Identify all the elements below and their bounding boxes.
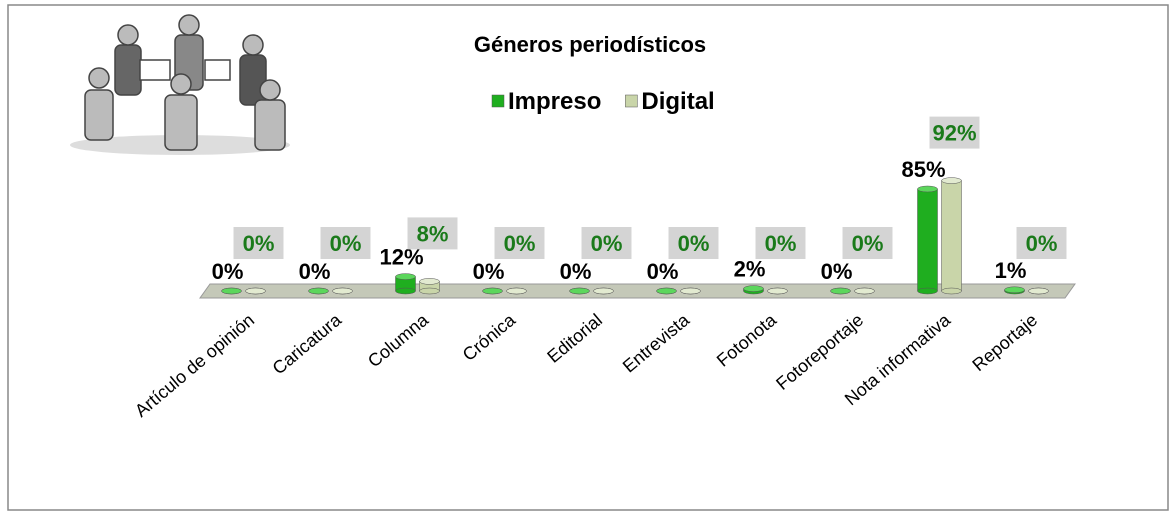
chart-title: Géneros periodísticos — [474, 32, 706, 57]
bar-top — [245, 287, 266, 295]
value-label-bg — [494, 227, 545, 259]
bar — [593, 287, 614, 295]
bar-body — [941, 180, 962, 292]
bar — [680, 287, 701, 295]
legend-label: Digital — [641, 88, 714, 115]
value-label-bg — [407, 217, 458, 250]
bar-top — [332, 287, 353, 295]
legend-label: Impreso — [508, 88, 601, 115]
value-label: 0% — [299, 259, 331, 284]
bar — [419, 278, 440, 295]
bar — [743, 285, 764, 295]
value-label: 1% — [995, 258, 1027, 283]
bar-bottom — [941, 287, 962, 295]
bar — [506, 287, 527, 295]
value-label-bg — [929, 116, 980, 149]
value-label-bg — [668, 227, 719, 259]
value-label: 0% — [591, 231, 623, 256]
bar — [395, 273, 416, 295]
value-label: 0% — [852, 231, 884, 256]
value-label: 0% — [821, 259, 853, 284]
bar-top — [1028, 287, 1049, 295]
value-label: 0% — [560, 259, 592, 284]
value-label: 0% — [212, 259, 244, 284]
bar-top — [395, 273, 416, 280]
value-label: 0% — [473, 259, 505, 284]
value-label-bg — [842, 227, 893, 259]
value-label-bg — [233, 227, 284, 259]
legend-swatch — [491, 94, 505, 108]
value-label: 2% — [734, 257, 766, 282]
value-label: 0% — [765, 231, 797, 256]
value-label: 0% — [647, 259, 679, 284]
bar — [830, 287, 851, 295]
bar — [221, 287, 242, 295]
value-label-bg — [1016, 227, 1067, 259]
value-label: 92% — [932, 121, 976, 146]
value-label: 0% — [1026, 231, 1058, 256]
bar-top — [830, 287, 851, 295]
value-label: 0% — [678, 231, 710, 256]
bar-top — [941, 177, 962, 184]
bar-top — [221, 287, 242, 295]
value-label: 8% — [417, 221, 449, 246]
bar-top — [308, 287, 329, 295]
bar-bottom — [395, 287, 416, 295]
bar — [332, 287, 353, 295]
bar — [656, 287, 677, 295]
bar-bottom — [419, 287, 440, 295]
value-label-bg — [581, 227, 632, 259]
clipart — [70, 14, 290, 155]
value-label-bg — [320, 227, 371, 259]
bar-top — [656, 287, 677, 295]
bar-top — [419, 278, 440, 285]
bar — [245, 287, 266, 295]
value-label: 0% — [504, 231, 536, 256]
bar — [1004, 286, 1025, 295]
bar — [941, 177, 962, 295]
value-label: 0% — [330, 231, 362, 256]
bar-top — [1004, 286, 1025, 294]
legend-swatch — [625, 94, 638, 108]
bar-top — [854, 287, 875, 295]
bar-top — [506, 287, 527, 295]
bar-top — [482, 287, 503, 295]
bar — [569, 287, 590, 295]
bar-top — [569, 287, 590, 295]
bar — [854, 287, 875, 295]
value-label: 85% — [901, 157, 945, 182]
bar — [308, 287, 329, 295]
bar-top — [767, 287, 788, 295]
legend: Impreso Digital — [491, 88, 715, 115]
bar — [1028, 287, 1049, 295]
bar-top — [593, 287, 614, 295]
floor — [199, 283, 1076, 299]
bar — [767, 287, 788, 295]
bar-top — [917, 185, 938, 193]
bar-top — [680, 287, 701, 295]
bar-body — [917, 188, 938, 292]
value-label-bg — [755, 227, 806, 259]
value-label: 0% — [243, 231, 275, 256]
bar — [917, 185, 938, 295]
bar-bottom — [917, 287, 938, 295]
bar-top — [743, 285, 764, 292]
bar — [482, 287, 503, 295]
